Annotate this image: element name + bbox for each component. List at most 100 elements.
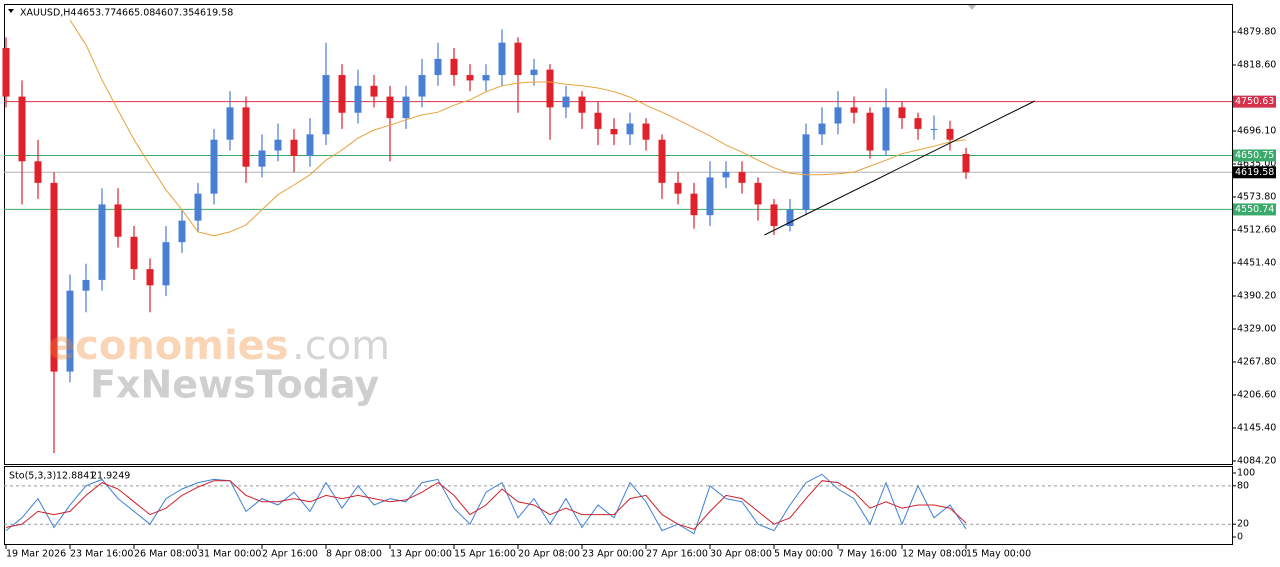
candle-body bbox=[642, 123, 650, 140]
candle-body bbox=[450, 58, 458, 76]
y-tick-label: 4145.40 bbox=[1237, 422, 1276, 433]
candle-body bbox=[690, 193, 698, 216]
candle-body bbox=[178, 220, 186, 243]
candle-body bbox=[322, 75, 330, 135]
candle-body bbox=[514, 42, 522, 76]
menu-arrow[interactable] bbox=[8, 9, 14, 13]
candle-body bbox=[50, 182, 58, 372]
stoch-line bbox=[5, 480, 967, 530]
y-tick-label: 4084.20 bbox=[1237, 455, 1276, 466]
level-label-box bbox=[1233, 149, 1276, 162]
y-tick-label: 4390.20 bbox=[1237, 290, 1276, 301]
watermark-text: .com bbox=[292, 323, 390, 369]
level-label: 4650.75 bbox=[1235, 150, 1274, 161]
x-tick-label: 15 May 00:00 bbox=[966, 549, 1031, 560]
candle-body bbox=[834, 107, 842, 124]
x-tick-label: 13 Apr 00:00 bbox=[390, 549, 452, 560]
x-tick-label: 27 Apr 16:00 bbox=[646, 549, 708, 560]
x-tick-label: 19 Mar 2026 bbox=[6, 549, 66, 560]
candle-body bbox=[578, 96, 586, 113]
candle-body bbox=[386, 96, 394, 119]
shift-marker bbox=[968, 5, 976, 10]
candle-body bbox=[898, 107, 906, 119]
y-tick-label: 4696.10 bbox=[1237, 126, 1276, 137]
x-tick-label: 15 Apr 16:00 bbox=[454, 549, 516, 560]
candle-body bbox=[546, 69, 554, 108]
candle-body bbox=[210, 139, 218, 194]
x-tick-label: 2 Apr 16:00 bbox=[262, 549, 318, 560]
x-tick-label: 30 Apr 08:00 bbox=[710, 549, 772, 560]
candle-body bbox=[290, 139, 298, 156]
candle-body bbox=[530, 69, 538, 76]
y-tick-label: 4573.80 bbox=[1237, 191, 1276, 202]
candle-body bbox=[850, 107, 858, 113]
x-tick-label: 31 Mar 00:00 bbox=[198, 549, 261, 560]
candle-body bbox=[626, 123, 634, 135]
price-label-box bbox=[1233, 166, 1276, 179]
candle-body bbox=[194, 193, 202, 221]
ohlc-high: 4665.08 bbox=[116, 8, 155, 19]
candle-body bbox=[786, 209, 794, 226]
candle-body bbox=[738, 172, 746, 183]
candle-body bbox=[706, 177, 714, 216]
moving-average bbox=[69, 19, 967, 237]
candle-body bbox=[946, 128, 954, 140]
candle-body bbox=[754, 182, 762, 205]
y-tick-label: 4818.60 bbox=[1237, 59, 1276, 70]
candle-body bbox=[594, 112, 602, 129]
x-tick-label: 8 Apr 08:00 bbox=[326, 549, 382, 560]
candle-body bbox=[610, 128, 618, 135]
y-tick-label: 100 bbox=[1237, 468, 1255, 479]
candle-body bbox=[338, 75, 346, 113]
y-tick-label: 0 bbox=[1237, 532, 1243, 543]
ohlc-open: 4653.77 bbox=[77, 8, 116, 19]
candle-body bbox=[802, 134, 810, 210]
candle-body bbox=[354, 85, 362, 113]
ohlc-low: 4607.35 bbox=[155, 8, 194, 19]
y-tick-label: 4329.00 bbox=[1237, 323, 1276, 334]
candle-body bbox=[882, 107, 890, 151]
candle-body bbox=[258, 150, 266, 167]
stoch-line bbox=[5, 473, 967, 535]
y-tick-label: 20 bbox=[1237, 519, 1249, 530]
level-label: 4750.63 bbox=[1235, 96, 1274, 107]
stoch-panel bbox=[4, 466, 1233, 545]
candle-body bbox=[226, 107, 234, 140]
candle-body bbox=[162, 242, 170, 286]
x-tick-label: 26 Mar 08:00 bbox=[134, 549, 197, 560]
watermark: economies .com FxNewsToday bbox=[48, 323, 390, 407]
candle-body bbox=[674, 182, 682, 194]
x-tick-label: 23 Apr 00:00 bbox=[582, 549, 644, 560]
candle-body bbox=[498, 42, 506, 76]
candle-body bbox=[562, 96, 570, 108]
y-tick-label: 4206.60 bbox=[1237, 389, 1276, 400]
candle-body bbox=[658, 139, 666, 183]
candle-body bbox=[722, 172, 730, 178]
candle-body bbox=[770, 204, 778, 226]
level-label-box bbox=[1233, 203, 1276, 216]
candle-body bbox=[82, 279, 90, 291]
candle-body bbox=[914, 118, 922, 129]
ohlc-close: 4619.58 bbox=[194, 8, 233, 19]
stoch-main-value: 12.8841 bbox=[56, 471, 95, 482]
candle-body bbox=[306, 134, 314, 156]
x-tick-label: 7 May 16:00 bbox=[838, 549, 897, 560]
price-label: 4619.58 bbox=[1235, 167, 1274, 178]
candle-body bbox=[818, 123, 826, 135]
candle-body bbox=[2, 48, 10, 97]
candle-body bbox=[482, 75, 490, 81]
candle-body bbox=[274, 139, 282, 151]
x-tick-label: 12 May 08:00 bbox=[902, 549, 967, 560]
candle-body bbox=[114, 204, 122, 237]
candle-body bbox=[418, 75, 426, 97]
level-label-box bbox=[1233, 95, 1276, 108]
x-tick-label: 23 Mar 16:00 bbox=[70, 549, 133, 560]
candle-body bbox=[434, 58, 442, 76]
stoch-signal-value: 21.9249 bbox=[91, 471, 130, 482]
candle-body bbox=[930, 128, 938, 130]
y-tick-label: 4267.80 bbox=[1237, 356, 1276, 367]
x-tick-label: 20 Apr 08:00 bbox=[518, 549, 580, 560]
stoch-title: Sto(5,3,3) bbox=[9, 471, 56, 482]
